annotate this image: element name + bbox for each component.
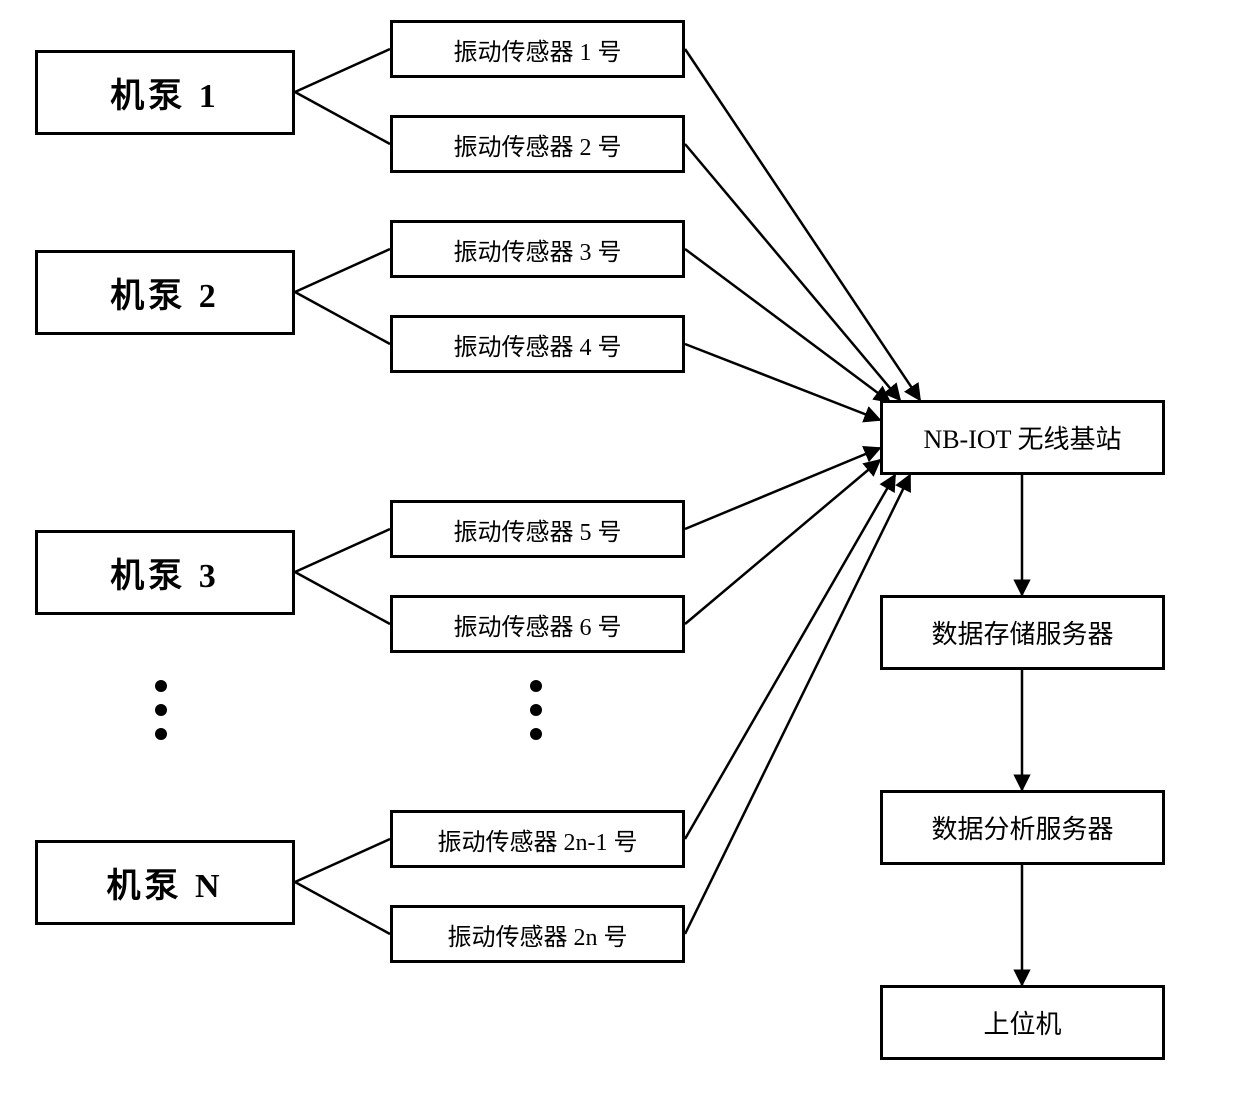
sensor-box-1: 振动传感器 1 号 bbox=[390, 20, 685, 78]
sensor-box-4: 振动传感器 4 号 bbox=[390, 315, 685, 373]
sensor-label: 振动传感器 2n 号 bbox=[448, 917, 628, 952]
sensor-ellipsis bbox=[530, 680, 542, 740]
sensor-label: 振动传感器 3 号 bbox=[454, 232, 622, 267]
pump-box-n: 机泵 N bbox=[35, 840, 295, 925]
dot bbox=[530, 680, 542, 692]
pump-label: 机泵 1 bbox=[110, 68, 220, 117]
base-station-box: NB-IOT 无线基站 bbox=[880, 400, 1165, 475]
analysis-server-box: 数据分析服务器 bbox=[880, 790, 1165, 865]
sensor-box-5: 振动传感器 5 号 bbox=[390, 500, 685, 558]
sensor-label: 振动传感器 1 号 bbox=[454, 32, 622, 67]
pump-box-3: 机泵 3 bbox=[35, 530, 295, 615]
dot bbox=[155, 704, 167, 716]
right-label: 数据分析服务器 bbox=[931, 809, 1113, 846]
pump-box-1: 机泵 1 bbox=[35, 50, 295, 135]
dot bbox=[155, 680, 167, 692]
right-label: NB-IOT 无线基站 bbox=[923, 419, 1121, 456]
sensor-box-2n-1: 振动传感器 2n-1 号 bbox=[390, 810, 685, 868]
sensor-label: 振动传感器 5 号 bbox=[454, 512, 622, 547]
sensor-label: 振动传感器 6 号 bbox=[454, 607, 622, 642]
sensor-label: 振动传感器 4 号 bbox=[454, 327, 622, 362]
storage-server-box: 数据存储服务器 bbox=[880, 595, 1165, 670]
right-label: 上位机 bbox=[983, 1004, 1061, 1041]
host-computer-box: 上位机 bbox=[880, 985, 1165, 1060]
sensor-box-2: 振动传感器 2 号 bbox=[390, 115, 685, 173]
pump-box-2: 机泵 2 bbox=[35, 250, 295, 335]
dot bbox=[530, 728, 542, 740]
pump-ellipsis bbox=[155, 680, 167, 740]
right-label: 数据存储服务器 bbox=[931, 614, 1113, 651]
pump-label: 机泵 N bbox=[106, 858, 223, 907]
pump-label: 机泵 2 bbox=[110, 268, 220, 317]
sensor-label: 振动传感器 2n-1 号 bbox=[438, 822, 638, 857]
sensor-label: 振动传感器 2 号 bbox=[454, 127, 622, 162]
sensor-box-3: 振动传感器 3 号 bbox=[390, 220, 685, 278]
pump-label: 机泵 3 bbox=[110, 548, 220, 597]
sensor-box-6: 振动传感器 6 号 bbox=[390, 595, 685, 653]
sensor-box-2n: 振动传感器 2n 号 bbox=[390, 905, 685, 963]
dot bbox=[530, 704, 542, 716]
dot bbox=[155, 728, 167, 740]
